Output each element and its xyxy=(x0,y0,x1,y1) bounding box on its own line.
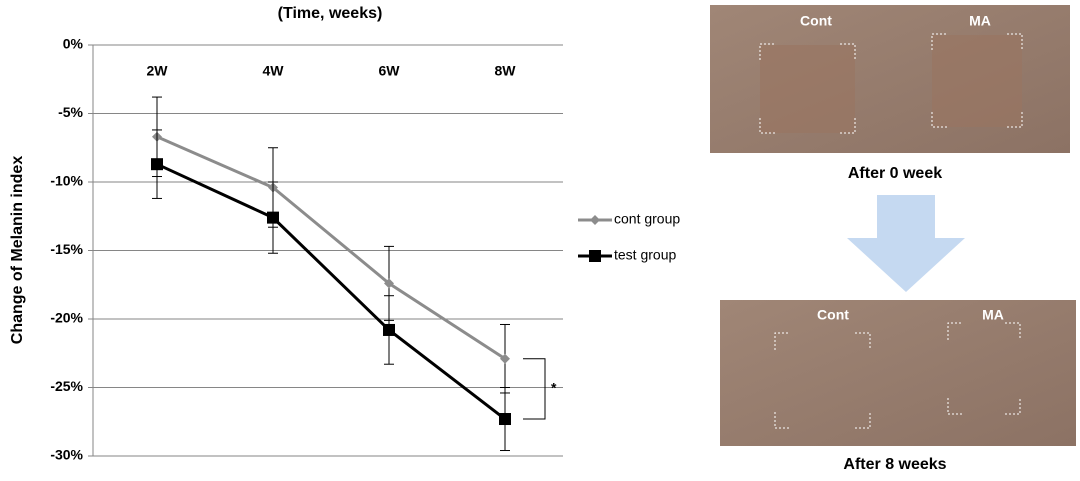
y-tick-label: -10% xyxy=(50,173,83,189)
marker xyxy=(589,250,601,262)
y-tick-label: 0% xyxy=(63,36,84,52)
y-tick-label: -15% xyxy=(50,241,83,257)
x-tick-label: 6W xyxy=(379,63,401,79)
patch xyxy=(760,45,855,133)
patch xyxy=(932,35,1022,127)
brackets xyxy=(759,33,1023,134)
marker xyxy=(500,353,510,364)
photo-caption: After 0 week xyxy=(848,165,942,182)
marker xyxy=(383,323,395,336)
series-line xyxy=(156,135,506,360)
y-axis-label: Change of Melanin index xyxy=(9,156,26,345)
photo-0: Cont MA xyxy=(710,5,1070,153)
significance-bracket xyxy=(523,358,546,420)
legend-label: cont group xyxy=(614,211,680,227)
significance-mark: * xyxy=(551,380,557,396)
marker xyxy=(590,215,600,225)
photo-1: Cont MA xyxy=(720,300,1076,446)
x-tick-label: 2W xyxy=(147,63,169,79)
y-tick-label: -25% xyxy=(50,378,83,394)
marker xyxy=(267,211,279,224)
x-tick-label: 8W xyxy=(495,63,517,79)
photo-label: Cont xyxy=(817,307,849,323)
photo xyxy=(720,300,1076,446)
arrow xyxy=(847,195,965,292)
y-tick-label: -30% xyxy=(50,447,83,463)
photo-label: MA xyxy=(982,307,1004,323)
photo-caption: After 8 weeks xyxy=(843,456,946,473)
series-line xyxy=(156,162,506,421)
y-tick-label: -5% xyxy=(58,104,83,120)
marker xyxy=(499,413,511,426)
chart-title: (Time, weeks) xyxy=(278,5,383,22)
photo-label: Cont xyxy=(800,13,832,29)
marker xyxy=(384,278,394,289)
legend-label: test group xyxy=(614,247,676,263)
x-tick-label: 4W xyxy=(263,63,285,79)
brackets xyxy=(774,322,1021,429)
photo-label: MA xyxy=(969,13,991,29)
marker xyxy=(151,158,163,171)
y-tick-label: -20% xyxy=(50,310,83,326)
